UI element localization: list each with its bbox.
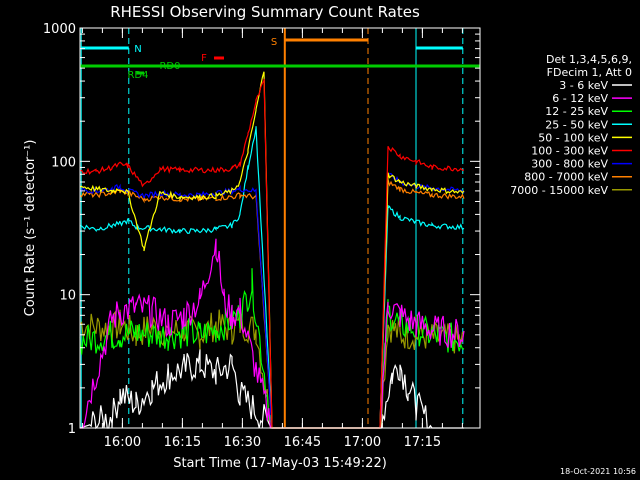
footer-timestamp: 18-Oct-2021 10:56 xyxy=(560,467,636,476)
legend-entry-label: 3 - 6 keV xyxy=(559,79,608,92)
legend-entry-label: 6 - 12 keV xyxy=(552,92,608,105)
x-tick-label: 16:30 xyxy=(224,435,261,450)
legend-entry-label: 12 - 25 keV xyxy=(545,105,608,118)
y-tick-label: 10 xyxy=(59,289,76,304)
legend-header: Det 1,3,4,5,6,9, xyxy=(546,53,632,66)
x-axis-ticks: 16:00 16:15 16:30 16:45 17:00 17:15 xyxy=(81,28,463,450)
x-tick-label: 17:15 xyxy=(404,435,441,450)
legend-entry-label: 7000 - 15000 keV xyxy=(510,184,608,197)
legend-entry-label: 300 - 800 keV xyxy=(531,158,608,171)
annotation-s: S xyxy=(271,37,277,48)
x-axis-label: Start Time (17-May-03 15:49:22) xyxy=(173,456,387,471)
x-tick-label: 17:00 xyxy=(344,435,381,450)
y-axis-label: Count Rate (s⁻¹ detector⁻¹) xyxy=(23,140,38,317)
series-line-4 xyxy=(79,71,465,429)
series-line-1 xyxy=(80,238,465,429)
axes-frame xyxy=(79,27,481,429)
legend-entry-label: 25 - 50 keV xyxy=(545,118,608,131)
series-layer xyxy=(79,71,465,430)
annotation-n: N xyxy=(134,44,141,55)
y-tick-label: 1000 xyxy=(43,22,76,37)
legend-entry-label: 50 - 100 keV xyxy=(538,131,608,144)
legend-entry-label: 800 - 7000 keV xyxy=(524,171,608,184)
x-tick-label: 16:15 xyxy=(164,435,201,450)
series-line-5 xyxy=(79,78,465,429)
y-tick-label: 1 xyxy=(68,422,76,437)
legend-header: FDecim 1, Att 0 xyxy=(547,66,632,79)
x-tick-label: 16:45 xyxy=(284,435,321,450)
series-line-8 xyxy=(79,309,465,429)
y-tick-label: 100 xyxy=(51,155,76,170)
annotation-f: F xyxy=(201,53,207,64)
chart-title: RHESSI Observing Summary Count Rates xyxy=(110,3,420,21)
legend-entry-label: 100 - 300 keV xyxy=(531,145,608,158)
x-tick-label: 16:00 xyxy=(104,435,141,450)
legend: Det 1,3,4,5,6,9,FDecim 1, Att 03 - 6 keV… xyxy=(510,53,632,197)
annotation-rd0: RD0 xyxy=(159,61,180,72)
y-axis-ticks: 1 10 100 1000 xyxy=(43,22,480,437)
series-line-3 xyxy=(79,126,465,429)
series-line-0 xyxy=(79,349,464,430)
annotation-rd4: RD4 xyxy=(127,70,148,81)
flag-markers: N F RD0 RD4 S xyxy=(80,28,480,428)
